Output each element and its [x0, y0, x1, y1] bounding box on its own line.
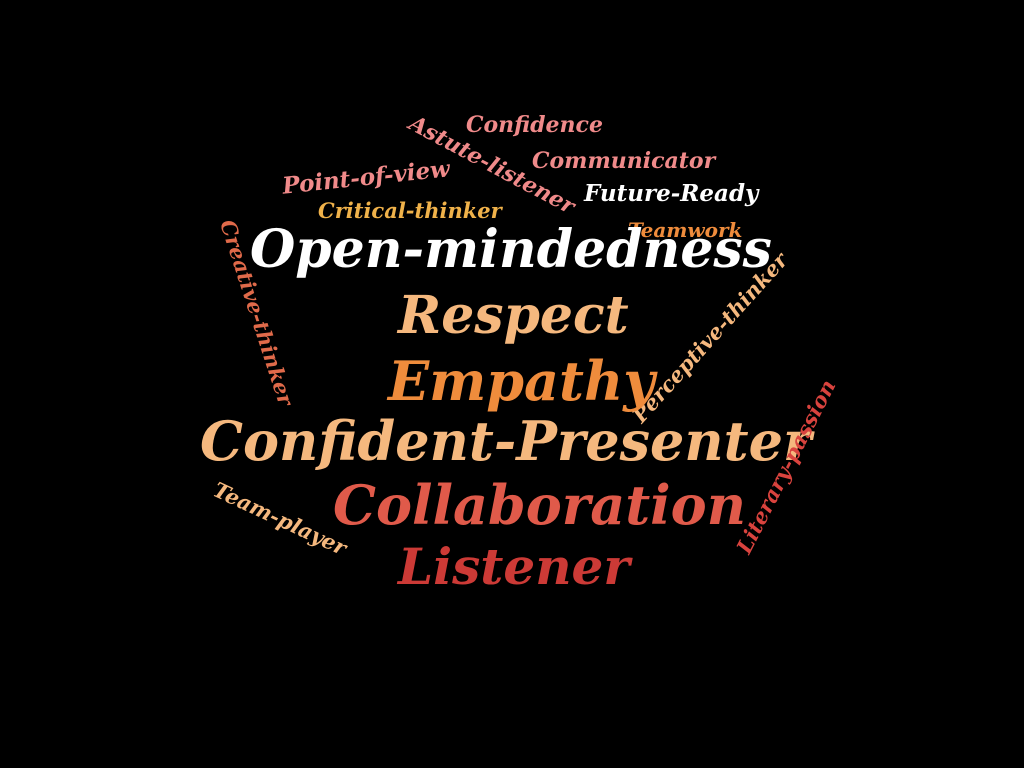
word-point-of-view: Point-of-view [281, 155, 452, 200]
word-listener: Listener [398, 537, 630, 596]
word-critical-thinker: Critical-thinker [318, 198, 502, 223]
word-team-player: Team-player [209, 476, 351, 561]
word-future-ready: Future-Ready [584, 180, 759, 207]
word-open-mindedness: Open-mindedness [250, 219, 772, 280]
word-communicator: Communicator [532, 148, 716, 174]
word-empathy: Empathy [388, 349, 655, 413]
word-collaboration: Collaboration [333, 473, 746, 537]
word-respect: Respect [398, 285, 629, 346]
word-confidence: Confidence [466, 112, 603, 138]
word-teamwork: Teamwork [628, 218, 743, 242]
word-confident-presenter: Confident-Presenter [200, 409, 812, 473]
